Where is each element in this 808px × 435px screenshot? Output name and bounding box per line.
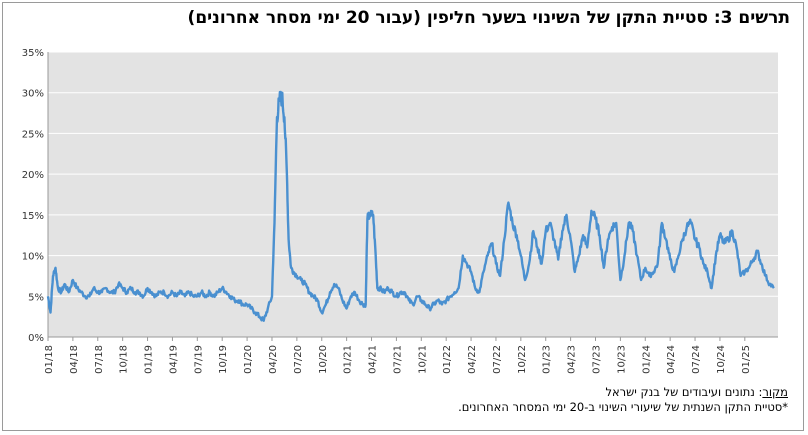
plot-area <box>48 52 778 337</box>
x-tick-label: 04/18 <box>69 345 80 374</box>
x-tick-label: 07/24 <box>691 345 702 374</box>
y-tick-label: 10% <box>22 252 44 263</box>
x-tick-label: 10/18 <box>119 345 130 374</box>
x-tick-label: 07/21 <box>392 345 403 374</box>
y-tick-label: 25% <box>22 129 44 140</box>
y-tick-label: 30% <box>22 89 44 100</box>
x-tick-label: 04/24 <box>666 345 677 374</box>
x-tick-label: 04/23 <box>567 345 578 374</box>
gridlines <box>47 51 778 338</box>
x-tick-label: 01/19 <box>144 345 155 374</box>
x-tick-label: 10/22 <box>517 345 528 374</box>
x-tick-label: 10/21 <box>417 345 428 374</box>
x-tick-label: 01/22 <box>442 345 453 374</box>
x-tick-label: 01/24 <box>641 345 652 374</box>
y-tick-label: 20% <box>22 170 44 181</box>
x-tick-label: 10/19 <box>218 345 229 374</box>
y-tick-label: 35% <box>22 48 44 59</box>
x-tick-label: 04/22 <box>467 345 478 374</box>
source-text: : נתונים ועיבודים של בנק ישראל <box>605 385 763 399</box>
x-tick-label: 07/22 <box>492 345 503 374</box>
x-tick-label: 10/24 <box>716 345 727 374</box>
x-tick-label: 04/21 <box>368 345 379 374</box>
y-axis: 0% 5% 10% 15% 20% 25% 30% 35% <box>22 48 44 344</box>
x-tick-label: 04/20 <box>268 345 279 374</box>
footnote: *סטיית התקן השנתית של שיעורי השינוי ב-20… <box>458 400 788 414</box>
x-tick-label: 01/23 <box>542 345 553 374</box>
chart-title: תרשים 3: סטיית התקן של השינוי בשער חליפי… <box>187 8 790 28</box>
x-tick-label: 10/23 <box>616 345 627 374</box>
source-label: מקור <box>762 385 788 399</box>
x-tick-label: 01/18 <box>44 345 55 374</box>
source-note: מקור: נתונים ועיבודים של בנק ישראל *סטיי… <box>300 385 788 415</box>
series-line <box>46 90 775 322</box>
x-tick-label: 07/23 <box>592 345 603 374</box>
x-tick-label: 07/19 <box>193 345 204 374</box>
y-tick-label: 0% <box>28 333 44 344</box>
x-tick-label: 10/20 <box>318 345 329 374</box>
x-tick-label: 07/18 <box>94 345 105 374</box>
x-tick-label: 07/20 <box>293 345 304 374</box>
y-tick-label: 5% <box>28 292 44 303</box>
x-tick-label: 04/19 <box>168 345 179 374</box>
x-axis: 01/18 04/18 07/18 10/18 01/19 04/19 07/19 10/19… <box>44 337 752 374</box>
x-tick-label: 01/20 <box>243 345 254 374</box>
x-tick-label: 01/21 <box>343 345 354 374</box>
x-tick-label: 01/25 <box>741 345 752 374</box>
y-tick-label: 15% <box>22 211 44 222</box>
